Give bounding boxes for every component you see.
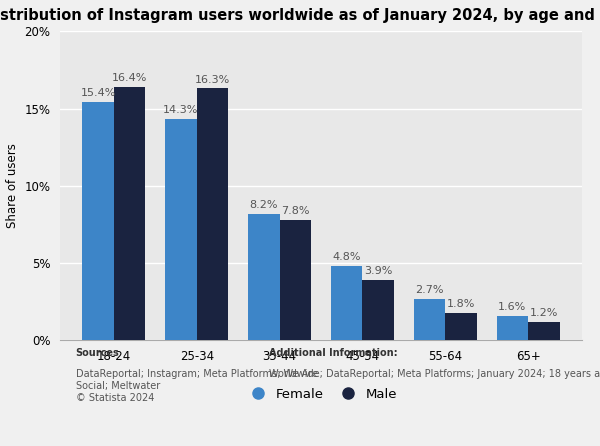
Text: 8.2%: 8.2% [250, 200, 278, 210]
Title: Distribution of Instagram users worldwide as of January 2024, by age and gender: Distribution of Instagram users worldwid… [0, 8, 600, 23]
Text: 1.8%: 1.8% [447, 299, 475, 309]
Bar [331, 266, 362, 340]
Text: 2.7%: 2.7% [415, 285, 444, 295]
Text: 16.3%: 16.3% [195, 74, 230, 85]
Bar [445, 313, 477, 340]
Text: 7.8%: 7.8% [281, 206, 310, 216]
Bar [82, 102, 114, 340]
Legend: Female, Male: Female, Male [241, 384, 401, 405]
Text: 15.4%: 15.4% [80, 88, 116, 99]
Bar [528, 322, 560, 340]
Text: 1.6%: 1.6% [498, 302, 527, 312]
Text: Sources: Sources [76, 348, 119, 358]
Bar [248, 214, 280, 340]
Text: Additional Information:: Additional Information: [269, 348, 397, 358]
Text: DataReportal; Instagram; Meta Platforms; We Are
Social; Meltwater
© Statista 202: DataReportal; Instagram; Meta Platforms;… [76, 369, 317, 403]
Text: 14.3%: 14.3% [163, 106, 199, 116]
Text: Worldwide; DataReportal; Meta Platforms; January 2024; 18 years and older; based: Worldwide; DataReportal; Meta Platforms;… [269, 369, 600, 380]
Y-axis label: Share of users: Share of users [6, 144, 19, 228]
Text: 3.9%: 3.9% [364, 266, 392, 276]
Text: 16.4%: 16.4% [112, 73, 147, 83]
Bar [114, 87, 145, 340]
Text: 4.8%: 4.8% [332, 252, 361, 262]
Bar [497, 316, 528, 340]
Bar [197, 88, 228, 340]
Bar [280, 220, 311, 340]
Bar [414, 299, 445, 340]
Bar [165, 120, 197, 340]
Bar [362, 280, 394, 340]
Text: 1.2%: 1.2% [530, 308, 558, 318]
